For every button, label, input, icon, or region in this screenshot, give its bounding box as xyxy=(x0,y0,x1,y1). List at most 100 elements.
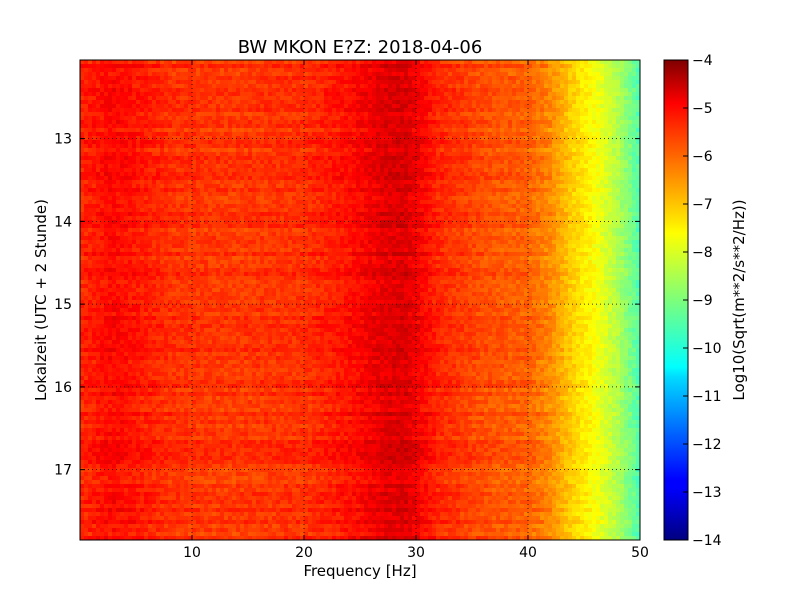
heatmap-cell xyxy=(464,148,469,153)
heatmap-cell xyxy=(152,92,157,97)
heatmap-cell xyxy=(108,128,113,133)
heatmap-cell xyxy=(480,192,485,197)
heatmap-cell xyxy=(444,144,449,149)
heatmap-cell xyxy=(596,108,601,113)
heatmap-cell xyxy=(356,140,361,145)
heatmap-cell xyxy=(100,156,105,161)
heatmap-cell xyxy=(256,144,261,149)
heatmap-cell xyxy=(104,164,109,169)
heatmap-cell xyxy=(496,192,501,197)
heatmap-cell xyxy=(84,144,89,149)
heatmap-cell xyxy=(616,160,621,165)
heatmap-cell xyxy=(372,128,377,133)
heatmap-cell xyxy=(540,84,545,89)
heatmap-cell xyxy=(248,164,253,169)
heatmap-cell xyxy=(152,148,157,153)
heatmap-cell xyxy=(564,72,569,77)
heatmap-cell xyxy=(592,100,597,105)
heatmap-cell xyxy=(224,148,229,153)
heatmap-cell xyxy=(484,116,489,121)
heatmap-cell xyxy=(128,140,133,145)
heatmap-cell xyxy=(616,80,621,85)
heatmap-cell xyxy=(580,104,585,109)
heatmap-cell xyxy=(304,68,309,73)
heatmap-cell xyxy=(216,64,221,69)
heatmap-cell xyxy=(240,192,245,197)
heatmap-cell xyxy=(408,72,413,77)
heatmap-cell xyxy=(476,76,481,81)
heatmap-cell xyxy=(416,104,421,109)
heatmap-cell xyxy=(116,100,121,105)
heatmap-cell xyxy=(488,160,493,165)
heatmap-cell xyxy=(504,168,509,173)
heatmap-cell xyxy=(424,168,429,173)
heatmap-cell xyxy=(604,104,609,109)
heatmap-cell xyxy=(512,168,517,173)
heatmap-cell xyxy=(576,136,581,141)
heatmap-cell xyxy=(248,104,253,109)
heatmap-cell xyxy=(436,108,441,113)
heatmap-cell xyxy=(484,72,489,77)
heatmap-cell xyxy=(636,108,641,113)
heatmap-cell xyxy=(348,172,353,177)
heatmap-cell xyxy=(196,152,201,157)
heatmap-cell xyxy=(504,124,509,129)
heatmap-cell xyxy=(208,64,213,69)
heatmap-cell xyxy=(120,200,125,205)
heatmap-cell xyxy=(248,92,253,97)
heatmap-cell xyxy=(92,60,97,65)
heatmap-cell xyxy=(520,196,525,201)
heatmap-cell xyxy=(592,68,597,73)
heatmap-cell xyxy=(472,140,477,145)
heatmap-cell xyxy=(520,132,525,137)
heatmap-cell xyxy=(480,96,485,101)
heatmap-cell xyxy=(144,84,149,89)
heatmap-cell xyxy=(376,112,381,117)
heatmap-cell xyxy=(372,76,377,81)
heatmap-cell xyxy=(504,172,509,177)
heatmap-cell xyxy=(496,128,501,133)
heatmap-cell xyxy=(372,92,377,97)
heatmap-cell xyxy=(268,200,273,205)
heatmap-cell xyxy=(324,160,329,165)
heatmap-cell xyxy=(196,172,201,177)
heatmap-cell xyxy=(176,196,181,201)
heatmap-cell xyxy=(604,80,609,85)
heatmap-cell xyxy=(636,184,641,189)
heatmap-cell xyxy=(184,148,189,153)
heatmap-cell xyxy=(372,80,377,85)
heatmap-cell xyxy=(236,80,241,85)
heatmap-cell xyxy=(140,148,145,153)
heatmap-cell xyxy=(408,124,413,129)
heatmap-cell xyxy=(568,116,573,121)
heatmap-cell xyxy=(200,164,205,169)
heatmap-cell xyxy=(496,116,501,121)
heatmap-cell xyxy=(432,152,437,157)
heatmap-cell xyxy=(348,76,353,81)
heatmap-cell xyxy=(188,172,193,177)
heatmap-cell xyxy=(292,152,297,157)
heatmap-cell xyxy=(364,200,369,205)
heatmap-cell xyxy=(532,176,537,181)
heatmap-cell xyxy=(532,196,537,201)
heatmap-cell xyxy=(376,132,381,137)
heatmap-cell xyxy=(576,96,581,101)
heatmap-cell xyxy=(488,148,493,153)
heatmap-cell xyxy=(472,68,477,73)
heatmap-cell xyxy=(448,108,453,113)
heatmap-cell xyxy=(436,88,441,93)
heatmap-cell xyxy=(476,140,481,145)
heatmap-cell xyxy=(360,92,365,97)
heatmap-cell xyxy=(488,132,493,137)
heatmap-cell xyxy=(472,120,477,125)
heatmap-cell xyxy=(360,192,365,197)
heatmap-cell xyxy=(376,168,381,173)
heatmap-cell xyxy=(316,96,321,101)
heatmap-cell xyxy=(396,188,401,193)
heatmap-cell xyxy=(88,72,93,77)
heatmap-cell xyxy=(212,124,217,129)
heatmap-cell xyxy=(476,160,481,165)
heatmap-cell xyxy=(268,188,273,193)
heatmap-cell xyxy=(100,152,105,157)
heatmap-cell xyxy=(360,84,365,89)
